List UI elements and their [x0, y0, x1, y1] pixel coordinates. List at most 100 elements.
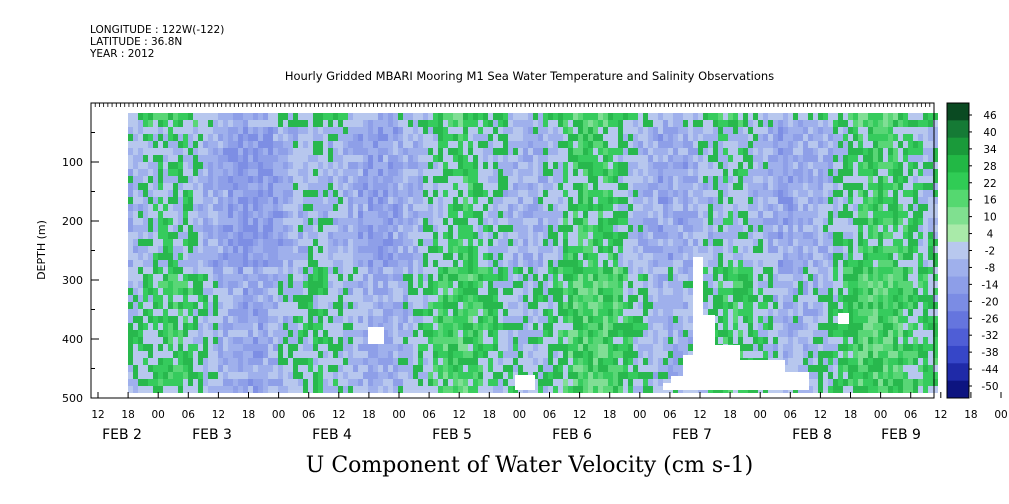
heatmap-cell [393, 239, 398, 246]
heatmap-cell [138, 288, 143, 295]
heatmap-cell [213, 351, 218, 358]
heatmap-cell [323, 267, 328, 274]
heatmap-cell [153, 225, 158, 232]
heatmap-cell [573, 120, 578, 127]
heatmap-cell [668, 155, 673, 162]
heatmap-cell [743, 141, 748, 148]
heatmap-cell [198, 344, 203, 351]
heatmap-cell [328, 211, 333, 218]
heatmap-cell [313, 365, 318, 372]
heatmap-cell [128, 358, 133, 365]
heatmap-cell [528, 134, 533, 141]
heatmap-cell [268, 316, 273, 323]
heatmap-cell [493, 169, 498, 176]
heatmap-cell [588, 127, 593, 134]
heatmap-cell [503, 274, 508, 281]
heatmap-cell [443, 204, 448, 211]
heatmap-cell [253, 267, 258, 274]
heatmap-cell [228, 169, 233, 176]
heatmap-cell [183, 218, 188, 225]
heatmap-cell [343, 253, 348, 260]
heatmap-cell [408, 302, 413, 309]
heatmap-cell [318, 190, 323, 197]
heatmap-cell [343, 176, 348, 183]
heatmap-cell [203, 113, 208, 120]
heatmap-cell [663, 134, 668, 141]
heatmap-cell [183, 295, 188, 302]
heatmap-cell [453, 204, 458, 211]
heatmap-cell [408, 274, 413, 281]
heatmap-cell [668, 309, 673, 316]
heatmap-cell [468, 260, 473, 267]
heatmap-cell [263, 323, 268, 330]
heatmap-cell [473, 288, 478, 295]
heatmap-cell [263, 127, 268, 134]
heatmap-cell [593, 372, 598, 379]
heatmap-cell [493, 204, 498, 211]
heatmap-cell [733, 197, 738, 204]
heatmap-cell [608, 183, 613, 190]
heatmap-cell [458, 211, 463, 218]
heatmap-cell [623, 162, 628, 169]
heatmap-cell [168, 337, 173, 344]
heatmap-cell [618, 351, 623, 358]
heatmap-cell [658, 218, 663, 225]
heatmap-cell [633, 134, 638, 141]
heatmap-cell [403, 183, 408, 190]
heatmap-cell [423, 288, 428, 295]
heatmap-cell [398, 211, 403, 218]
heatmap-cell [193, 295, 198, 302]
heatmap-cell [683, 330, 688, 337]
heatmap-cell [733, 295, 738, 302]
heatmap-cell [638, 267, 643, 274]
heatmap-cell [448, 155, 453, 162]
heatmap-cell [668, 323, 673, 330]
heatmap-cell [743, 302, 748, 309]
heatmap-cell [398, 169, 403, 176]
heatmap-cell [738, 190, 743, 197]
heatmap-cell [693, 120, 698, 127]
heatmap-cell [548, 176, 553, 183]
heatmap-cell [713, 155, 718, 162]
heatmap-cell [353, 197, 358, 204]
heatmap-cell [278, 386, 283, 393]
heatmap-cell [353, 183, 358, 190]
heatmap-cell [458, 162, 463, 169]
heatmap-cell [553, 134, 558, 141]
heatmap-cell [543, 239, 548, 246]
heatmap-cell [188, 302, 193, 309]
heatmap-cell [503, 330, 508, 337]
heatmap-cell [423, 302, 428, 309]
heatmap-cell [188, 274, 193, 281]
heatmap-cell [583, 176, 588, 183]
heatmap-cell [373, 274, 378, 281]
heatmap-cell [308, 316, 313, 323]
heatmap-cell [293, 190, 298, 197]
heatmap-cell [478, 288, 483, 295]
heatmap-cell [138, 162, 143, 169]
heatmap-cell [308, 309, 313, 316]
heatmap-cell [633, 190, 638, 197]
heatmap-cell [248, 358, 253, 365]
heatmap-cell [153, 239, 158, 246]
heatmap-cell [203, 120, 208, 127]
heatmap-cell [458, 330, 463, 337]
heatmap-cell [338, 323, 343, 330]
heatmap-cell [423, 274, 428, 281]
heatmap-cell [223, 204, 228, 211]
heatmap-cell [678, 162, 683, 169]
heatmap-cell [433, 141, 438, 148]
heatmap-cell [213, 323, 218, 330]
heatmap-cell [498, 246, 503, 253]
heatmap-cell [523, 358, 528, 365]
heatmap-cell [343, 379, 348, 386]
heatmap-cell [668, 246, 673, 253]
heatmap-cell [523, 211, 528, 218]
heatmap-cell [138, 155, 143, 162]
heatmap-cell [303, 365, 308, 372]
heatmap-cell [398, 330, 403, 337]
heatmap-cell [448, 267, 453, 274]
heatmap-cell [413, 120, 418, 127]
heatmap-cell [158, 197, 163, 204]
heatmap-cell [258, 183, 263, 190]
